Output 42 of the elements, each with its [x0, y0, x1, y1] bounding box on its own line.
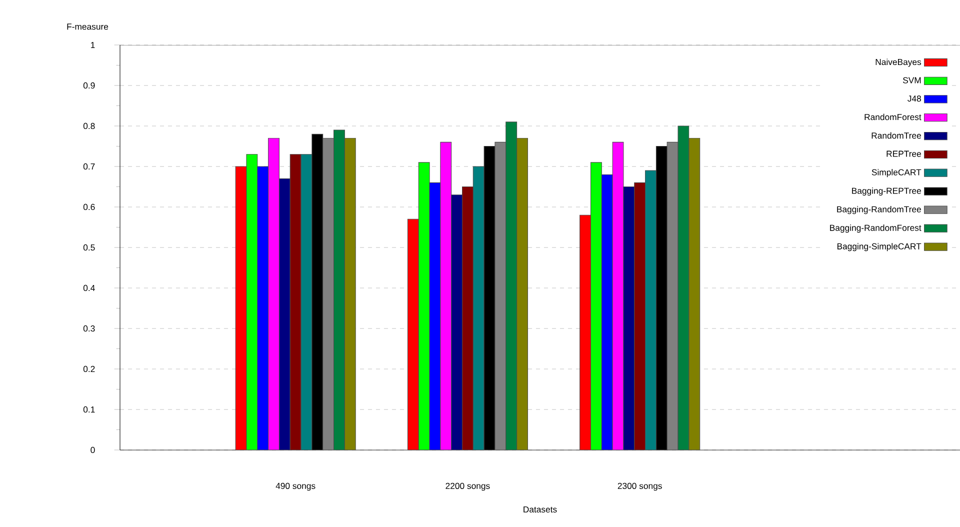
x-tick-label: 2200 songs — [446, 482, 490, 491]
bar — [407, 218, 419, 450]
y-tick-label: 0.9 — [83, 82, 95, 89]
y-tick-label: 1 — [91, 42, 95, 48]
y-tick-label: 0.7 — [83, 163, 95, 170]
bar — [333, 130, 345, 450]
y-tick-label: 0.4 — [83, 284, 95, 292]
x-tick-label: 2300 songs — [618, 482, 662, 491]
y-tick-label: 0 — [90, 446, 95, 454]
bar — [440, 142, 452, 450]
bar — [580, 214, 592, 450]
legend-label: J48 — [908, 96, 921, 102]
legend-label: Bagging-RandomForest — [830, 224, 922, 233]
x-tick-label: 490 songs — [276, 482, 316, 491]
bar — [612, 142, 624, 450]
bar — [516, 138, 528, 450]
legend-label: Bagging-RandomTree — [837, 206, 921, 214]
bar — [678, 126, 690, 450]
bar — [235, 166, 247, 450]
bar — [590, 162, 602, 450]
legend-label: SVM — [902, 77, 921, 84]
legend-label: Bagging-REPTree — [852, 188, 921, 196]
x-axis-title: Datasets — [524, 506, 557, 513]
y-tick-label: 0.6 — [83, 204, 95, 210]
y-tick-label: 0.3 — [83, 325, 95, 332]
legend-label: Bagging-SimpleCART — [837, 243, 922, 252]
bar — [268, 138, 280, 450]
legend-label: RandomForest — [864, 114, 922, 120]
y-tick-label: 0.5 — [83, 244, 95, 251]
bar — [688, 138, 700, 450]
y-tick-label: 0.2 — [83, 366, 95, 372]
bar — [506, 122, 518, 450]
legend-label: SimpleCART — [872, 169, 922, 178]
y-axis-title: F-measure — [67, 24, 108, 30]
y-tick-label: 0.1 — [83, 406, 95, 413]
legend-label: NaiveBayes — [876, 58, 922, 67]
legend-label: RandomTree — [872, 132, 921, 139]
bar — [418, 162, 430, 450]
bar — [344, 138, 356, 450]
y-tick-label: 0.8 — [83, 122, 95, 130]
bar — [246, 154, 258, 450]
legend-label: REPTree — [886, 150, 921, 157]
